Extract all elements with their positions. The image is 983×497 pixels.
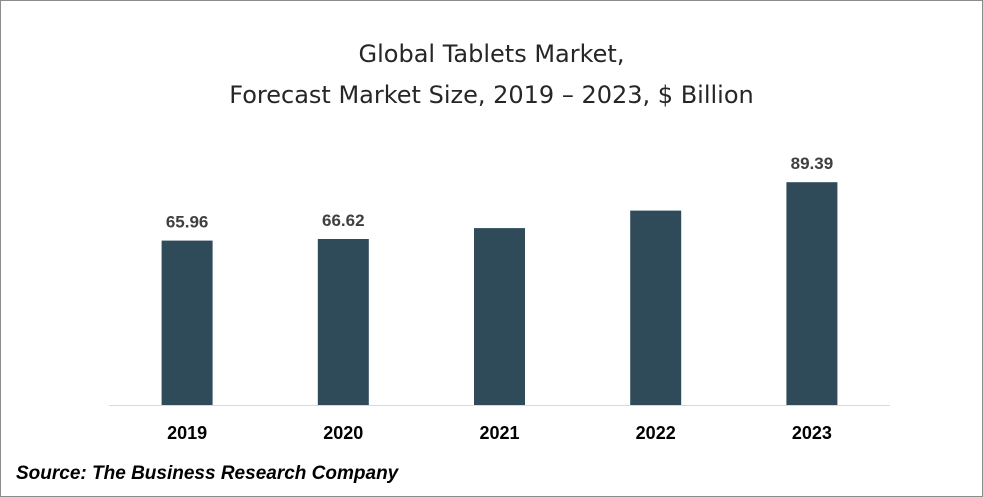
bar-2020 [317, 239, 369, 405]
data-label-2023: 89.39 [791, 154, 834, 173]
source-note: Source: The Business Research Company [16, 463, 399, 484]
chart-title-line-2: Forecast Market Size, 2019 – 2023, $ Bil… [229, 81, 754, 109]
chart-title-line-1: Global Tablets Market, [358, 40, 625, 68]
x-tick-label-2019: 2019 [167, 423, 207, 443]
bar-2023 [786, 182, 838, 405]
bar-2022 [630, 210, 682, 405]
bar-2021 [474, 228, 525, 405]
data-label-2020: 66.62 [322, 211, 365, 230]
x-tick-label-2021: 2021 [479, 423, 519, 443]
bar-2019 [161, 240, 213, 405]
data-label-2019: 65.96 [166, 213, 209, 232]
x-tick-label-2022: 2022 [636, 423, 676, 443]
x-tick-label-2023: 2023 [792, 423, 832, 443]
x-tick-label-2020: 2020 [323, 423, 363, 443]
